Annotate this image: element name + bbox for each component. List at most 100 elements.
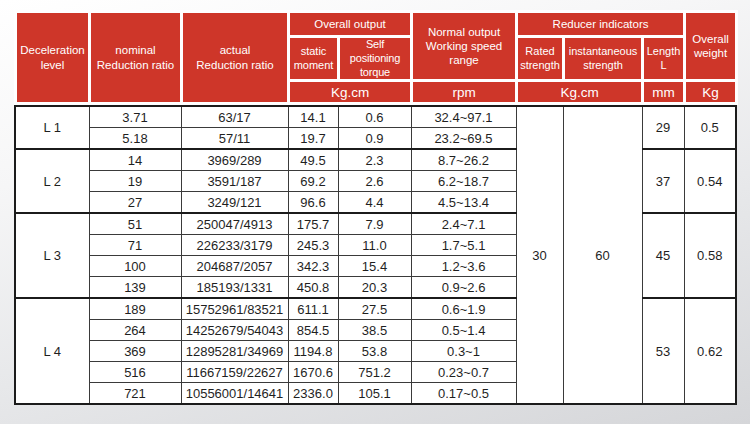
- length-cell-l4: 53: [642, 298, 684, 404]
- speed-range-cell: 1.2~3.6: [411, 256, 516, 277]
- static-moment-cell: 49.5: [288, 149, 338, 171]
- speed-range-cell: 0.17~0.5: [411, 383, 516, 405]
- nominal-ratio-cell: 51: [89, 213, 181, 235]
- length-cell-l1: 29: [642, 106, 684, 149]
- col-header-self-positioning-torque: Self positioning torque: [339, 37, 412, 81]
- page-background: Deceleration level nominal Reduction rat…: [0, 0, 750, 424]
- static-moment-cell: 14.1: [288, 106, 338, 128]
- speed-range-cell: 23.2~69.5: [411, 128, 516, 150]
- col-header-overall-weight: Overall weight: [685, 12, 737, 81]
- weight-cell-l2: 0.54: [684, 149, 736, 213]
- static-moment-cell: 342.3: [288, 256, 338, 277]
- weight-cell-l1: 0.5: [684, 106, 736, 149]
- length-cell-l2: 37: [642, 149, 684, 213]
- actual-ratio-cell: 10556001/14641: [181, 383, 288, 405]
- static-moment-cell: 96.6: [288, 192, 338, 214]
- level-cell-l2: L 2: [15, 149, 89, 213]
- static-moment-cell: 1194.8: [288, 341, 338, 362]
- torque-cell: 27.5: [338, 298, 411, 320]
- col-header-static-moment: static moment: [289, 37, 339, 81]
- actual-ratio-cell: 12895281/34969: [181, 341, 288, 362]
- unit-reducer-kgcm: Kg.cm: [517, 81, 643, 104]
- nominal-ratio-cell: 19: [89, 171, 181, 192]
- col-header-deceleration-level: Deceleration level: [16, 12, 90, 104]
- actual-ratio-cell: 226233/3179: [181, 235, 288, 256]
- unit-overall-output-kgcm: Kg.cm: [289, 81, 412, 104]
- nominal-ratio-cell: 27: [89, 192, 181, 214]
- torque-cell: 20.3: [338, 277, 411, 299]
- actual-ratio-cell: 63/17: [181, 106, 288, 128]
- col-header-length-l: Length L: [643, 37, 685, 81]
- nominal-ratio-cell: 71: [89, 235, 181, 256]
- col-header-instantaneous-strength: instantaneous strength: [564, 37, 643, 81]
- actual-ratio-cell: 3969/289: [181, 149, 288, 171]
- actual-ratio-cell: 204687/2057: [181, 256, 288, 277]
- nominal-ratio-cell: 100: [89, 256, 181, 277]
- torque-cell: 11.0: [338, 235, 411, 256]
- group-header-overall-output: Overall output: [289, 12, 412, 37]
- speed-range-cell: 0.23~0.7: [411, 362, 516, 383]
- static-moment-cell: 450.8: [288, 277, 338, 299]
- instantaneous-strength-cell: 60: [563, 106, 642, 404]
- static-moment-cell: 69.2: [288, 171, 338, 192]
- actual-ratio-cell: 15752961/83521: [181, 298, 288, 320]
- static-moment-cell: 1670.6: [288, 362, 338, 383]
- static-moment-cell: 175.7: [288, 213, 338, 235]
- nominal-ratio-cell: 264: [89, 320, 181, 341]
- actual-ratio-cell: 14252679/54043: [181, 320, 288, 341]
- unit-length-mm: mm: [643, 81, 685, 104]
- nominal-ratio-cell: 139: [89, 277, 181, 299]
- speed-range-cell: 1.7~5.1: [411, 235, 516, 256]
- speed-range-cell: 0.6~1.9: [411, 298, 516, 320]
- level-cell-l4: L 4: [15, 298, 89, 404]
- spec-table-body: L 1 3.71 63/17 14.1 0.6 32.4~97.1 30 60 …: [14, 105, 737, 405]
- unit-weight-kg: Kg: [685, 81, 737, 104]
- actual-ratio-cell: 57/11: [181, 128, 288, 150]
- torque-cell: 2.3: [338, 149, 411, 171]
- static-moment-cell: 2336.0: [288, 383, 338, 405]
- static-moment-cell: 245.3: [288, 235, 338, 256]
- length-cell-l3: 45: [642, 213, 684, 298]
- speed-range-cell: 4.5~13.4: [411, 192, 516, 214]
- nominal-ratio-cell: 516: [89, 362, 181, 383]
- speed-range-cell: 6.2~18.7: [411, 171, 516, 192]
- nominal-ratio-cell: 5.18: [89, 128, 181, 150]
- weight-cell-l4: 0.62: [684, 298, 736, 404]
- weight-cell-l3: 0.58: [684, 213, 736, 298]
- group-header-reducer-indicators: Reducer indicators: [517, 12, 685, 37]
- speed-range-cell: 0.9~2.6: [411, 277, 516, 299]
- nominal-ratio-cell: 3.71: [89, 106, 181, 128]
- speed-range-cell: 0.3~1: [411, 341, 516, 362]
- torque-cell: 0.9: [338, 128, 411, 150]
- actual-ratio-cell: 3591/187: [181, 171, 288, 192]
- torque-cell: 53.8: [338, 341, 411, 362]
- speed-range-cell: 0.5~1.4: [411, 320, 516, 341]
- torque-cell: 4.4: [338, 192, 411, 214]
- reducer-spec-table: Deceleration level nominal Reduction rat…: [14, 10, 735, 405]
- static-moment-cell: 611.1: [288, 298, 338, 320]
- col-header-actual-ratio: actual Reduction ratio: [182, 12, 289, 104]
- speed-range-cell: 32.4~97.1: [411, 106, 516, 128]
- level-cell-l3: L 3: [15, 213, 89, 298]
- static-moment-cell: 19.7: [288, 128, 338, 150]
- actual-ratio-cell: 11667159/22627: [181, 362, 288, 383]
- nominal-ratio-cell: 369: [89, 341, 181, 362]
- col-header-working-speed-range: Normal output Working speed range: [412, 12, 517, 81]
- level-cell-l1: L 1: [15, 106, 89, 149]
- torque-cell: 751.2: [338, 362, 411, 383]
- static-moment-cell: 854.5: [288, 320, 338, 341]
- unit-speed-rpm: rpm: [412, 81, 517, 104]
- nominal-ratio-cell: 14: [89, 149, 181, 171]
- torque-cell: 15.4: [338, 256, 411, 277]
- nominal-ratio-cell: 721: [89, 383, 181, 405]
- actual-ratio-cell: 3249/121: [181, 192, 288, 214]
- speed-range-cell: 8.7~26.2: [411, 149, 516, 171]
- col-header-rated-strength: Rated strength: [517, 37, 564, 81]
- table-row: L 1 3.71 63/17 14.1 0.6 32.4~97.1 30 60 …: [15, 106, 736, 128]
- actual-ratio-cell: 250047/4913: [181, 213, 288, 235]
- rated-strength-cell: 30: [516, 106, 563, 404]
- torque-cell: 105.1: [338, 383, 411, 405]
- torque-cell: 38.5: [338, 320, 411, 341]
- nominal-ratio-cell: 189: [89, 298, 181, 320]
- speed-range-cell: 2.4~7.1: [411, 213, 516, 235]
